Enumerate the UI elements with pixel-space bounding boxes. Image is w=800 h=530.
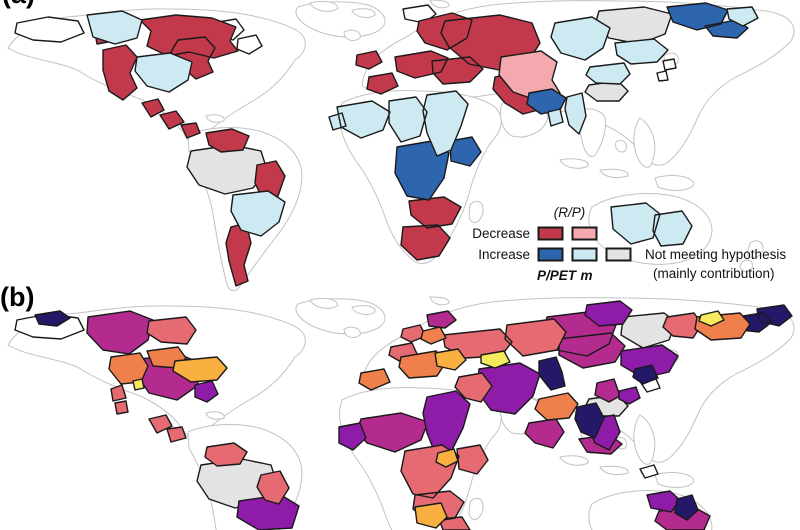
increase-m-swatch — [571, 247, 598, 262]
panel-a-basins — [14, 2, 759, 287]
basin — [110, 316, 290, 505]
basin — [547, 6, 759, 135]
panel-b-label: (b) — [0, 282, 35, 312]
basin — [394, 2, 749, 201]
basin — [498, 50, 561, 101]
legend-increase-label: Increase — [478, 247, 530, 262]
coastline — [295, 1, 386, 38]
basin — [476, 300, 681, 513]
basin — [172, 348, 467, 529]
legend-title: (R/P) — [553, 205, 586, 220]
basin — [610, 202, 693, 247]
basins-yellow-b — [132, 310, 725, 391]
coastline — [205, 0, 484, 224]
basins-decrease-ppet-a — [94, 12, 547, 287]
basins-decrease-m-a — [498, 50, 561, 101]
legend: (R/P) Decrease Increase Not meeting hypo… — [456, 202, 786, 286]
basins-navy-b — [34, 304, 793, 521]
panel-a-label: (a) — [2, 0, 35, 8]
legend-decrease-label: Decrease — [472, 226, 530, 241]
panel-b-basins — [14, 300, 793, 530]
coastline — [633, 117, 656, 168]
legend-not-meeting-sublabel: (mainly contribution) — [653, 266, 775, 281]
basin — [328, 90, 469, 157]
basins-purple-b — [194, 300, 681, 530]
basin — [194, 380, 471, 530]
basin — [355, 12, 547, 115]
not-meeting-swatch — [605, 247, 632, 262]
decrease-ppet-swatch — [537, 226, 564, 241]
basins-increase-m-a — [86, 6, 759, 247]
basin — [132, 310, 725, 391]
decrease-m-swatch — [571, 226, 598, 241]
basins-increase-ppet-a — [394, 2, 749, 201]
legend-col-ppet-label: P/PET — [537, 268, 577, 283]
basin — [400, 196, 462, 261]
basins-amber-b — [172, 348, 467, 529]
basin — [34, 304, 793, 521]
legend-col-m-label: m — [580, 268, 593, 283]
coastline — [559, 52, 695, 191]
increase-ppet-swatch — [537, 247, 564, 262]
basin — [86, 10, 286, 237]
legend-not-meeting-label: Not meeting hypothesis — [645, 247, 787, 262]
coastline — [739, 240, 764, 273]
